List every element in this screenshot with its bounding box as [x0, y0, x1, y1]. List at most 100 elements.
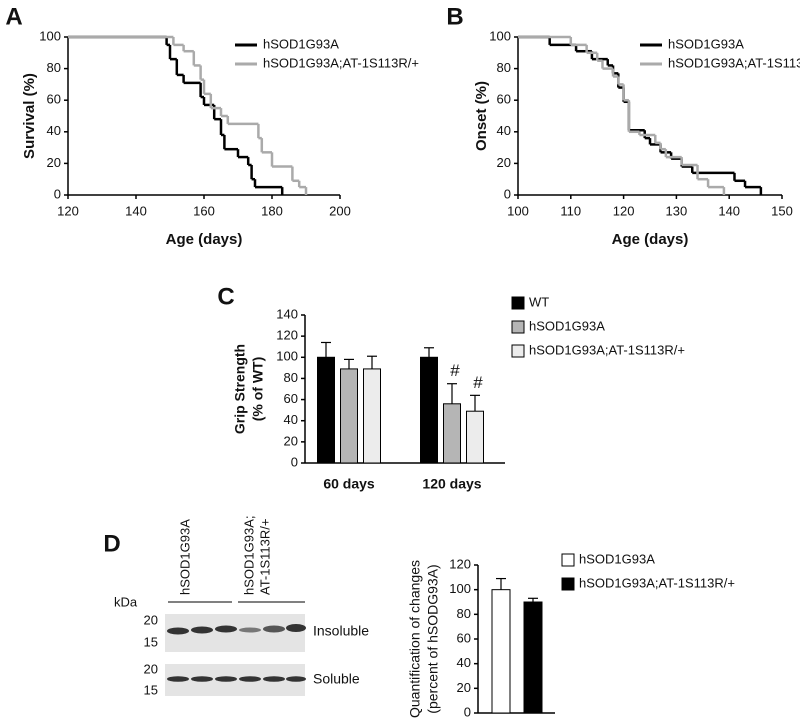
- x-tick-label: 110: [560, 203, 581, 218]
- y-tick-label: 140: [276, 306, 298, 321]
- x-tick-label: 120: [613, 203, 635, 218]
- band: [191, 676, 213, 682]
- legend-label: hSOD1G93A;AT-1S113R/+: [668, 55, 800, 70]
- x-tick-label: 200: [329, 203, 351, 218]
- legend-swatch: [511, 344, 525, 358]
- legend-swatch: [511, 320, 525, 334]
- y-tick-label: 40: [47, 123, 61, 138]
- y-axis-label: (% of WT): [250, 357, 266, 422]
- annotation: #: [450, 361, 460, 380]
- y-axis-label: Grip Strength: [232, 344, 248, 434]
- x-tick-label: 160: [193, 203, 215, 218]
- marker: 20: [144, 612, 158, 627]
- y-tick-label: 60: [284, 391, 298, 406]
- y-tick-label: 0: [291, 454, 298, 469]
- bar: [491, 589, 511, 714]
- panel-letter: A: [5, 3, 22, 30]
- blot-strip: [165, 614, 305, 652]
- y-tick-label: 60: [497, 92, 511, 107]
- band: [263, 625, 285, 633]
- legend-label: hSOD1G93A;AT-1S113R/+: [529, 342, 685, 357]
- blot: hSOD1G93A hSOD1G93A; AT-1S113R/+ kDa 20 …: [114, 516, 369, 698]
- y-tick-label: 120: [276, 328, 298, 343]
- legend-label: hSOD1G93A: [263, 36, 339, 51]
- band: [167, 627, 189, 635]
- y-tick-label: 80: [457, 606, 471, 621]
- y-axis-label: (percent of hSODG93A): [425, 564, 441, 713]
- band: [191, 626, 213, 634]
- y-tick-label: 60: [457, 630, 471, 645]
- y-tick-label: 0: [504, 186, 511, 201]
- x-tick-label: 100: [507, 203, 529, 218]
- bar: [363, 368, 381, 464]
- x-tick-label: 150: [771, 203, 793, 218]
- y-tick-label: 0: [54, 186, 61, 201]
- legend-label: WT: [529, 294, 549, 309]
- band: [286, 676, 306, 682]
- y-tick-label: 40: [497, 123, 511, 138]
- y-tick-label: 20: [457, 680, 471, 695]
- band: [239, 676, 261, 682]
- fraction-label: Soluble: [313, 671, 360, 687]
- band: [215, 676, 237, 682]
- band: [215, 625, 237, 633]
- panel-letter: B: [446, 3, 463, 30]
- x-tick-label: 140: [125, 203, 147, 218]
- x-tick-label: 60 days: [323, 476, 375, 492]
- y-tick-label: 80: [284, 370, 298, 385]
- y-axis-label: Quantification of changes: [407, 560, 423, 718]
- band: [167, 676, 189, 682]
- x-tick-label: 140: [718, 203, 740, 218]
- bar: [340, 368, 358, 464]
- panel-letter: C: [217, 283, 234, 310]
- legend-swatch: [561, 577, 575, 591]
- band: [263, 676, 285, 682]
- y-tick-label: 60: [47, 92, 61, 107]
- y-tick-label: 80: [47, 60, 61, 75]
- legend-swatch: [561, 553, 575, 567]
- y-tick-label: 20: [284, 433, 298, 448]
- marker: 15: [144, 634, 158, 649]
- y-tick-label: 0: [464, 704, 471, 719]
- x-axis-label: Age (days): [166, 231, 243, 248]
- legend-label: hSOD1G93A: [529, 318, 605, 333]
- x-axis-label: Age (days): [612, 231, 689, 248]
- y-tick-label: 20: [497, 155, 511, 170]
- bar: [317, 356, 335, 464]
- marker: 15: [144, 682, 158, 697]
- x-tick-label: 120: [57, 203, 79, 218]
- y-tick-label: 80: [497, 60, 511, 75]
- bar: [523, 601, 543, 714]
- x-tick-label: 120 days: [422, 476, 481, 492]
- legend-label: hSOD1G93A: [668, 36, 744, 51]
- fraction-label: Insoluble: [313, 623, 369, 639]
- lane-label: hSOD1G93A;: [241, 516, 256, 596]
- y-tick-label: 40: [457, 655, 471, 670]
- unit-label: kDa: [114, 594, 138, 609]
- bar: [443, 403, 461, 464]
- x-tick-label: 180: [261, 203, 283, 218]
- y-tick-label: 100: [276, 349, 298, 364]
- bar: [466, 410, 484, 464]
- y-tick-label: 100: [449, 581, 471, 596]
- legend-label: hSOD1G93A;AT-1S113R/+: [579, 575, 735, 590]
- band: [239, 627, 261, 633]
- lane-label: AT-1S113R/+: [257, 519, 272, 595]
- y-tick-label: 40: [284, 412, 298, 427]
- panel-letter: D: [103, 530, 120, 557]
- lane-label: hSOD1G93A: [177, 519, 192, 595]
- y-tick-label: 20: [47, 155, 61, 170]
- y-tick-label: 100: [39, 28, 61, 43]
- bands: [167, 624, 306, 682]
- annotation: #: [473, 373, 483, 392]
- y-axis-label: Survival (%): [21, 73, 38, 159]
- y-tick-label: 100: [489, 28, 511, 43]
- band: [286, 624, 306, 632]
- bar: [420, 356, 438, 464]
- legend-label: hSOD1G93A;AT-1S113R/+: [263, 55, 419, 70]
- y-axis-label: Onset (%): [473, 81, 490, 151]
- marker: 20: [144, 661, 158, 676]
- legend-label: hSOD1G93A: [579, 551, 655, 566]
